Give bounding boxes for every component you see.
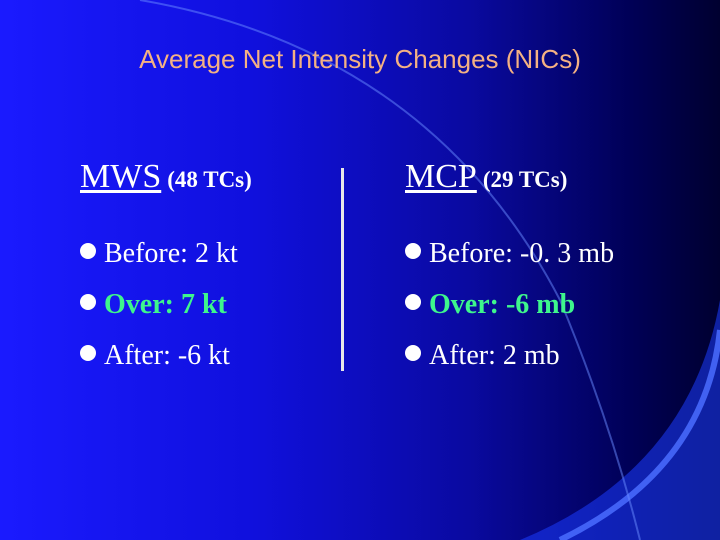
mws-item-before: Before: 2 kt (80, 228, 252, 279)
mcp-heading: MCP (405, 158, 477, 195)
mcp-list: Before: -0. 3 mb Over: -6 mb After: 2 mb (405, 228, 614, 381)
mcp-item-over: Over: -6 mb (405, 279, 614, 330)
mws-item-over: Over: 7 kt (80, 279, 252, 330)
mcp-after-label: After: (429, 340, 496, 371)
bullet-icon (80, 345, 96, 361)
mcp-over-label: Over: (429, 289, 499, 320)
mws-over-label: Over: (104, 289, 174, 320)
mcp-item-before: Before: -0. 3 mb (405, 228, 614, 279)
mcp-before-label: Before: (429, 238, 513, 269)
mws-before-value: 2 kt (194, 238, 238, 269)
mcp-item-after: After: 2 mb (405, 330, 614, 381)
mws-over-value: 7 kt (180, 289, 227, 320)
mcp-after-value: 2 mb (502, 340, 560, 371)
mcp-over-value: -6 mb (505, 289, 576, 320)
mws-heading-row: MWS (48 TCs) (80, 158, 252, 196)
bullet-icon (405, 345, 421, 361)
mcp-heading-row: MCP (29 TCs) (405, 158, 614, 196)
slide-title: Average Net Intensity Changes (NICs) (139, 44, 581, 74)
mcp-before-value: -0. 3 mb (519, 238, 615, 269)
mcp-subheading: (29 TCs) (482, 167, 568, 192)
mws-column: MWS (48 TCs) Before: 2 kt Over: 7 kt Afte… (80, 158, 252, 381)
mws-subheading: (48 TCs) (167, 167, 252, 192)
bullet-icon (80, 243, 96, 259)
mws-item-after: After: -6 kt (80, 330, 252, 381)
mws-after-value: -6 kt (177, 340, 230, 371)
bullet-icon (405, 294, 421, 310)
mws-heading: MWS (80, 158, 162, 195)
mws-before-label: Before: (104, 238, 188, 269)
bullet-icon (405, 243, 421, 259)
mcp-column: MCP (29 TCs) Before: -0. 3 mb Over: -6 mb… (405, 158, 614, 381)
mws-after-label: After: (104, 340, 171, 371)
mws-list: Before: 2 kt Over: 7 kt After: -6 kt (80, 228, 252, 381)
bullet-icon (80, 294, 96, 310)
column-divider (341, 168, 344, 371)
